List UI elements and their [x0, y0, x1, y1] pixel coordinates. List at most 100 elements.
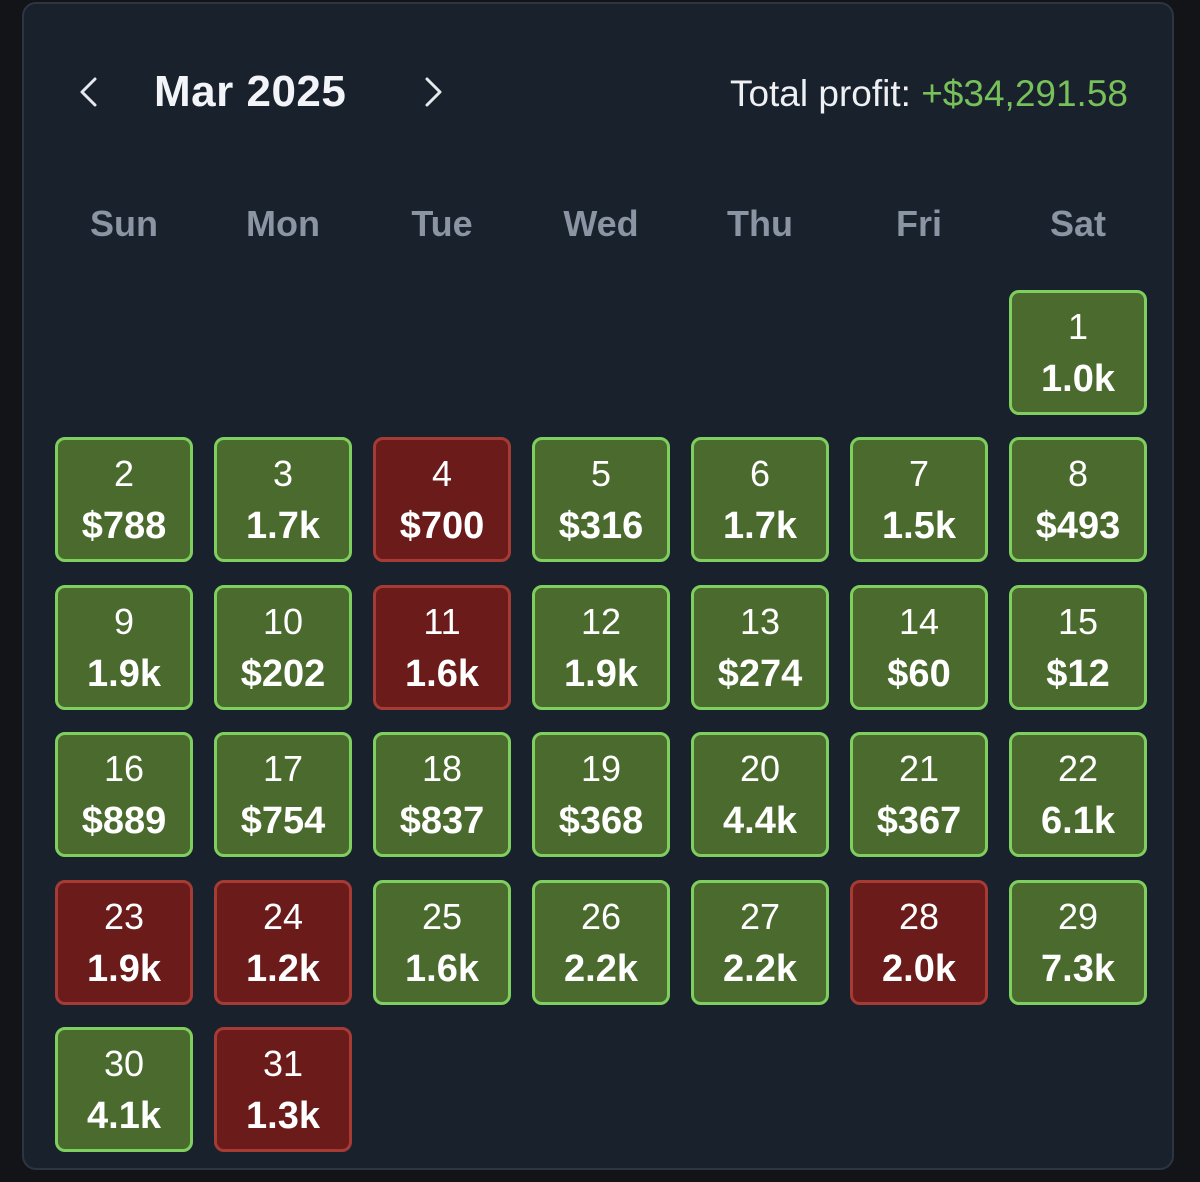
calendar-panel: Mar 2025 Total profit: +$34,291.58 Sun Mo…: [22, 2, 1174, 1170]
weekday-mon: Mon: [246, 203, 320, 244]
day-number: 25: [421, 896, 463, 937]
day-cell-12[interactable]: 12 1.9k: [532, 585, 670, 710]
day-profit-value: $837: [399, 800, 485, 842]
day-number: 22: [1057, 748, 1099, 789]
day-cell-1[interactable]: 1 1.0k: [1009, 290, 1147, 415]
day-profit-value: 1.7k: [246, 505, 320, 547]
day-number: 17: [262, 748, 304, 789]
day-cell-16[interactable]: 16 $889: [55, 732, 193, 857]
day-profit-value: 4.4k: [723, 800, 797, 842]
day-number: 20: [739, 748, 781, 789]
day-number: 27: [739, 896, 781, 937]
day-profit-value: $700: [399, 505, 485, 547]
day-number: 11: [423, 601, 461, 642]
day-cell-6[interactable]: 6 1.7k: [691, 437, 829, 562]
day-profit-value: 1.7k: [723, 505, 797, 547]
day-cell-4[interactable]: 4 $700: [373, 437, 511, 562]
day-profit-value: $889: [81, 800, 167, 842]
day-profit-value: 1.9k: [87, 948, 161, 990]
weekday-fri: Fri: [895, 203, 942, 244]
day-profit-value: $202: [240, 653, 326, 695]
day-profit-value: 1.6k: [405, 948, 479, 990]
total-profit: Total profit: +$34,291.58: [730, 70, 1128, 118]
day-profit-value: 1.6k: [405, 653, 479, 695]
day-number: 19: [580, 748, 622, 789]
day-number: 29: [1057, 896, 1099, 937]
day-number: 24: [262, 896, 304, 937]
day-profit-value: 2.2k: [564, 948, 638, 990]
month-title: Mar 2025: [154, 67, 347, 116]
day-profit-value: $367: [876, 800, 962, 842]
day-number: 1: [1067, 306, 1089, 347]
day-profit-value: 1.3k: [246, 1095, 320, 1137]
day-profit-value: $754: [240, 800, 326, 842]
day-profit-value: $368: [558, 800, 644, 842]
day-profit-value: $274: [717, 653, 803, 695]
day-number: 4: [431, 453, 453, 494]
day-number: 16: [103, 748, 145, 789]
day-cell-27[interactable]: 27 2.2k: [691, 880, 829, 1005]
day-cell-25[interactable]: 25 1.6k: [373, 880, 511, 1005]
day-number: 5: [590, 453, 612, 494]
day-cell-28[interactable]: 28 2.0k: [850, 880, 988, 1005]
day-cell-14[interactable]: 14 $60: [850, 585, 988, 710]
day-cell-13[interactable]: 13 $274: [691, 585, 829, 710]
day-cell-17[interactable]: 17 $754: [214, 732, 352, 857]
day-cell-15[interactable]: 15 $12: [1009, 585, 1147, 710]
day-profit-value: 4.1k: [87, 1095, 161, 1137]
day-cell-19[interactable]: 19 $368: [532, 732, 670, 857]
day-number: 12: [580, 601, 622, 642]
day-profit-value: 2.0k: [882, 948, 956, 990]
day-number: 9: [113, 601, 135, 642]
day-cell-8[interactable]: 8 $493: [1009, 437, 1147, 562]
weekday-sat: Sat: [1049, 203, 1107, 244]
day-number: 14: [898, 601, 940, 642]
day-number: 21: [898, 748, 940, 789]
day-profit-value: 2.2k: [723, 948, 797, 990]
day-cell-31[interactable]: 31 1.3k: [214, 1027, 352, 1152]
day-profit-value: $316: [558, 505, 644, 547]
day-profit-value: 1.5k: [882, 505, 956, 547]
day-cell-30[interactable]: 30 4.1k: [55, 1027, 193, 1152]
day-number: 23: [103, 896, 145, 937]
day-number: 18: [421, 748, 463, 789]
day-cell-24[interactable]: 24 1.2k: [214, 880, 352, 1005]
day-profit-value: 1.2k: [246, 948, 320, 990]
day-cell-10[interactable]: 10 $202: [214, 585, 352, 710]
day-number: 6: [749, 453, 771, 494]
day-cell-21[interactable]: 21 $367: [850, 732, 988, 857]
day-cell-5[interactable]: 5 $316: [532, 437, 670, 562]
day-profit-value: $60: [887, 653, 951, 695]
day-profit-value: 1.9k: [564, 653, 638, 695]
calendar-header: Mar 2025 Total profit: +$34,291.58: [24, 4, 1172, 184]
day-cell-11[interactable]: 11 1.6k: [373, 585, 511, 710]
chevron-right-icon[interactable]: [412, 72, 452, 112]
day-cell-23[interactable]: 23 1.9k: [55, 880, 193, 1005]
day-cell-22[interactable]: 22 6.1k: [1009, 732, 1147, 857]
day-cell-3[interactable]: 3 1.7k: [214, 437, 352, 562]
day-cell-29[interactable]: 29 7.3k: [1009, 880, 1147, 1005]
day-number: 10: [262, 601, 304, 642]
day-number: 3: [272, 453, 294, 494]
day-profit-value: 1.9k: [87, 653, 161, 695]
day-cell-20[interactable]: 20 4.4k: [691, 732, 829, 857]
day-number: 13: [739, 601, 781, 642]
day-cell-9[interactable]: 9 1.9k: [55, 585, 193, 710]
day-number: 31: [262, 1043, 304, 1084]
day-number: 28: [898, 896, 940, 937]
day-number: 2: [113, 453, 135, 494]
day-profit-value: 6.1k: [1041, 800, 1115, 842]
day-cell-26[interactable]: 26 2.2k: [532, 880, 670, 1005]
weekday-tue: Tue: [411, 203, 473, 244]
day-profit-value: $788: [81, 505, 167, 547]
day-cell-2[interactable]: 2 $788: [55, 437, 193, 562]
day-cell-7[interactable]: 7 1.5k: [850, 437, 988, 562]
chevron-left-icon[interactable]: [70, 72, 110, 112]
weekday-thu: Thu: [727, 203, 793, 244]
day-cell-18[interactable]: 18 $837: [373, 732, 511, 857]
day-profit-value: $12: [1046, 653, 1110, 695]
weekday-sun: Sun: [90, 203, 158, 244]
total-profit-value: +$34,291.58: [921, 73, 1128, 114]
day-number: 8: [1067, 453, 1089, 494]
day-number: 26: [580, 896, 622, 937]
